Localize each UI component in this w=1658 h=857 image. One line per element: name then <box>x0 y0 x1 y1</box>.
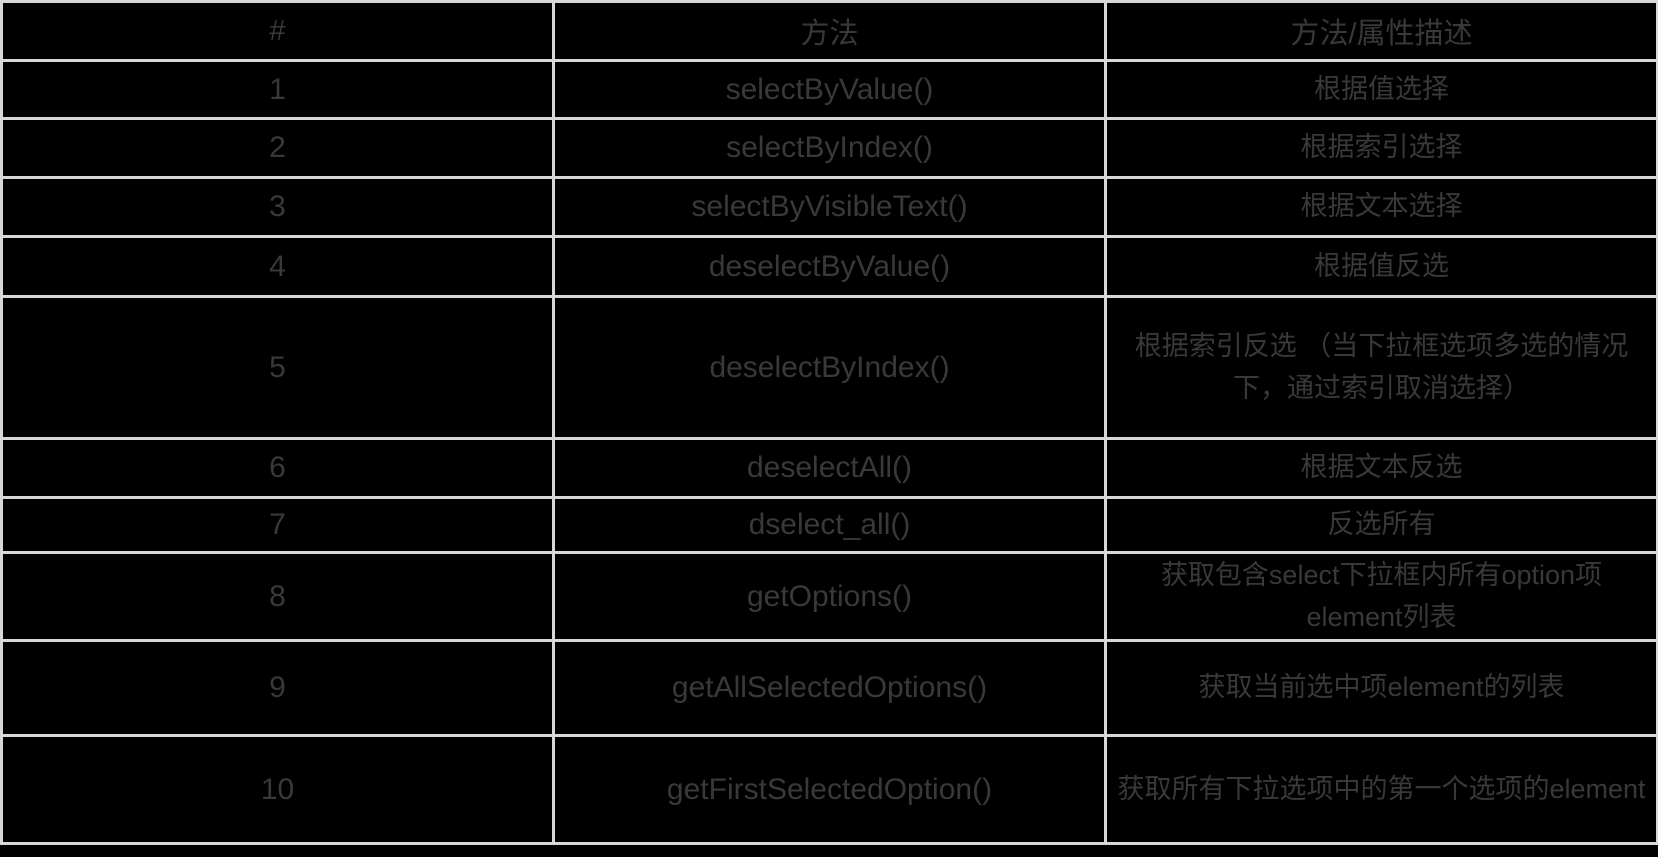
method-cell: deselectByValue() <box>552 235 1107 298</box>
description-cell: 根据索引反选 （当下拉框选项多选的情况下，通过索引取消选择） <box>1104 295 1658 440</box>
row-number-cell: 6 <box>0 437 555 499</box>
method-cell: dselect_all() <box>552 496 1107 554</box>
row-number-cell: 7 <box>0 496 555 554</box>
table-row: 2 selectByIndex() 根据索引选择 <box>0 117 1658 179</box>
method-cell: selectByIndex() <box>552 117 1107 179</box>
table-row: 8 getOptions() 获取包含select下拉框内所有option项elem… <box>0 551 1658 642</box>
method-cell: getOptions() <box>552 551 1107 642</box>
column-header-method: 方法 <box>552 0 1107 62</box>
method-cell: getFirstSelectedOption() <box>552 734 1107 845</box>
table-row: 4 deselectByValue() 根据值反选 <box>0 235 1658 298</box>
table-row: 7 dselect_all() 反选所有 <box>0 496 1658 554</box>
table-row: 5 deselectByIndex() 根据索引反选 （当下拉框选项多选的情况下，通… <box>0 295 1658 440</box>
description-cell: 根据文本选择 <box>1104 176 1658 238</box>
table-row: 1 selectByValue() 根据值选择 <box>0 59 1658 120</box>
row-number-cell: 5 <box>0 295 555 440</box>
table-row: 9 getAllSelectedOptions() 获取当前选中项element的列… <box>0 639 1658 737</box>
row-number-cell: 3 <box>0 176 555 238</box>
description-cell: 获取所有下拉选项中的第一个选项的element <box>1104 734 1658 845</box>
methods-table-body: 1 selectByValue() 根据值选择 2 selectByIndex() 根据索… <box>0 59 1658 845</box>
row-number-cell: 1 <box>0 59 555 120</box>
method-cell: selectByVisibleText() <box>552 176 1107 238</box>
description-cell: 获取包含select下拉框内所有option项element列表 <box>1104 551 1658 642</box>
table-row: 6 deselectAll() 根据文本反选 <box>0 437 1658 499</box>
description-cell: 反选所有 <box>1104 496 1658 554</box>
description-cell: 根据索引选择 <box>1104 117 1658 179</box>
description-cell: 获取当前选中项element的列表 <box>1104 639 1658 737</box>
description-cell: 根据值反选 <box>1104 235 1658 298</box>
description-cell: 根据文本反选 <box>1104 437 1658 499</box>
method-cell: selectByValue() <box>552 59 1107 120</box>
table-row: 10 getFirstSelectedOption() 获取所有下拉选项中的第一个选… <box>0 734 1658 845</box>
column-header-description: 方法/属性描述 <box>1104 0 1658 62</box>
method-cell: deselectByIndex() <box>552 295 1107 440</box>
header-row: # 方法 方法/属性描述 <box>0 0 1658 62</box>
row-number-cell: 2 <box>0 117 555 179</box>
table-row: 3 selectByVisibleText() 根据文本选择 <box>0 176 1658 238</box>
row-number-cell: 8 <box>0 551 555 642</box>
method-cell: getAllSelectedOptions() <box>552 639 1107 737</box>
row-number-cell: 10 <box>0 734 555 845</box>
row-number-cell: 4 <box>0 235 555 298</box>
column-header-index: # <box>0 0 555 62</box>
method-cell: deselectAll() <box>552 437 1107 499</box>
description-cell: 根据值选择 <box>1104 59 1658 120</box>
row-number-cell: 9 <box>0 639 555 737</box>
